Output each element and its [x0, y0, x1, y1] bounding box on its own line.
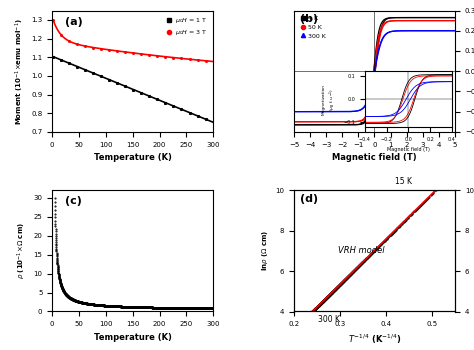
Text: (a): (a) — [65, 16, 83, 27]
Text: (c): (c) — [65, 196, 82, 206]
Text: 300 K: 300 K — [318, 315, 339, 324]
Text: VRH model: VRH model — [338, 246, 385, 255]
X-axis label: Temperature (K): Temperature (K) — [94, 333, 172, 342]
X-axis label: Magnetic field (T): Magnetic field (T) — [332, 153, 417, 162]
Text: 15 K: 15 K — [395, 177, 412, 186]
Text: (b): (b) — [301, 14, 319, 24]
Text: (d): (d) — [301, 194, 319, 204]
X-axis label: Temperature (K): Temperature (K) — [94, 153, 172, 162]
Y-axis label: Moment (10$^{-1}$$\times$emu mol$^{-1}$): Moment (10$^{-1}$$\times$emu mol$^{-1}$) — [13, 18, 26, 125]
Y-axis label: ln$\rho$ ($\Omega$ cm): ln$\rho$ ($\Omega$ cm) — [260, 230, 270, 271]
X-axis label: $T^{-1/4}$ (K$^{-1/4}$): $T^{-1/4}$ (K$^{-1/4}$) — [348, 333, 401, 346]
Legend: $\mu_0H$ = 1 T, $\mu_0H$ = 3 T: $\mu_0H$ = 1 T, $\mu_0H$ = 3 T — [164, 14, 210, 40]
Y-axis label: $\rho$ (10$^{-1}$$\times$$\Omega$ cm): $\rho$ (10$^{-1}$$\times$$\Omega$ cm) — [16, 222, 28, 279]
Legend: 4 K, 50 K, 300 K: 4 K, 50 K, 300 K — [297, 14, 328, 41]
